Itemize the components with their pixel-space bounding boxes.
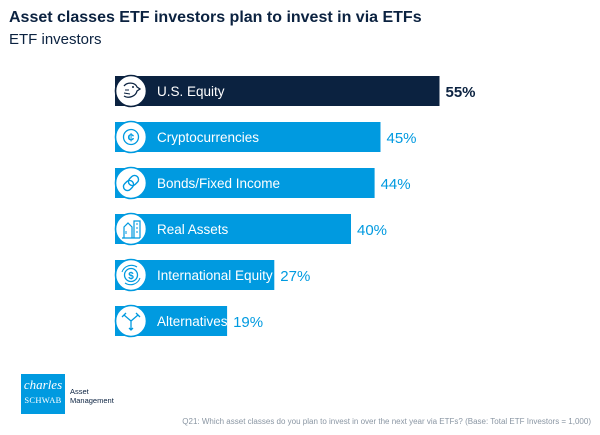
brand-line-1: Asset [70, 387, 89, 396]
category-icon-badge-3 [114, 166, 148, 200]
svg-text:¢: ¢ [128, 131, 135, 145]
category-icon-badge-1 [114, 74, 148, 108]
brand-line-2: Management [70, 396, 114, 405]
brand-text: Asset Management [70, 387, 114, 405]
bar-1 [115, 76, 440, 106]
footnote: Q21: Which asset classes do you plan to … [182, 417, 591, 426]
logo-text-charles: charles [23, 377, 63, 392]
category-icon-badge-5 [114, 258, 148, 292]
category-label-5: International Equity [157, 268, 273, 283]
real-assets-icon [122, 220, 141, 239]
category-icon-badge-4 [114, 212, 148, 246]
category-label-4: Real Assets [157, 222, 229, 237]
value-label-1: 55% [446, 84, 476, 101]
chart-subtitle: ETF investors [9, 31, 102, 48]
category-label-2: Cryptocurrencies [157, 130, 259, 145]
category-label-6: Alternatives [157, 314, 228, 329]
dollar-globe-icon: $ [121, 264, 141, 286]
svg-text:$: $ [128, 271, 134, 282]
branching-arrows-icon [121, 312, 141, 331]
logo-text-schwab: SCHWAB [24, 395, 62, 405]
category-label-1: U.S. Equity [157, 84, 225, 99]
value-label-6: 19% [233, 314, 263, 331]
value-label-5: 27% [280, 268, 310, 285]
value-label-4: 40% [357, 222, 387, 239]
category-label-3: Bonds/Fixed Income [157, 176, 280, 191]
bar-3 [115, 168, 375, 198]
bar-4 [115, 214, 351, 244]
schwab-logo: charles SCHWAB [21, 374, 65, 414]
bar-2 [115, 122, 381, 152]
category-icon-badge-2 [114, 120, 148, 154]
chain-link-icon [122, 174, 140, 192]
eagle-icon [123, 82, 142, 98]
value-label-2: 45% [387, 130, 417, 147]
chart-title: Asset classes ETF investors plan to inve… [9, 9, 422, 26]
value-label-3: 44% [381, 176, 411, 193]
coin-icon: ¢ [122, 128, 140, 146]
